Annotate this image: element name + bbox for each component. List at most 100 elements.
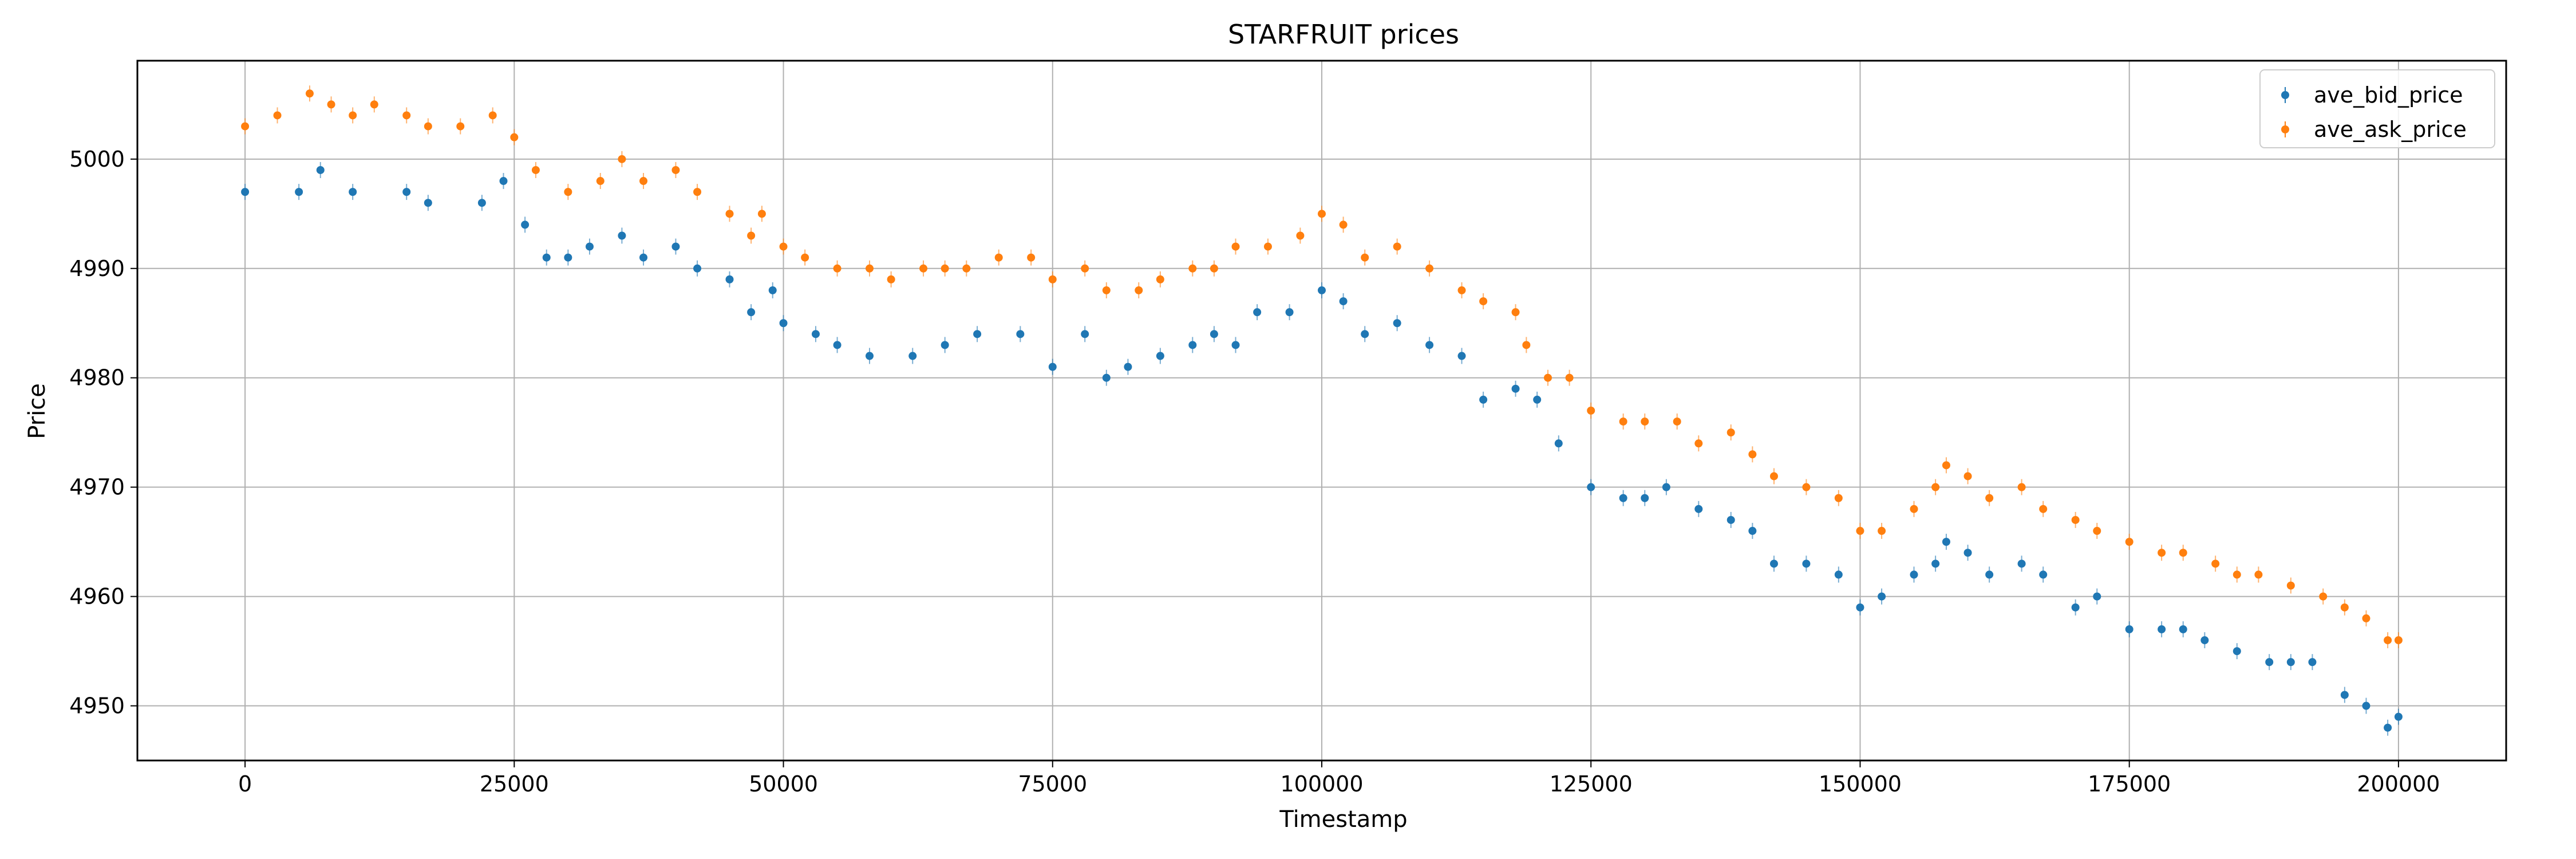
- data-point: [1479, 297, 1488, 306]
- data-point: [2286, 581, 2295, 590]
- data-point: [768, 286, 777, 294]
- data-point: [1942, 461, 1950, 470]
- data-point: [1985, 494, 1994, 502]
- data-point: [402, 188, 411, 196]
- data-point: [2200, 636, 2209, 644]
- x-tick-label: 50000: [749, 771, 818, 797]
- y-tick-label: 5000: [69, 147, 125, 172]
- data-point: [1619, 417, 1627, 426]
- data-point: [510, 133, 519, 141]
- data-point: [1673, 417, 1681, 426]
- data-point: [1587, 483, 1595, 491]
- data-point: [1188, 264, 1197, 273]
- data-point: [1910, 505, 1918, 513]
- data-point: [639, 177, 648, 186]
- data-point: [1124, 362, 1132, 371]
- data-point: [456, 122, 465, 131]
- data-point: [1253, 308, 1262, 317]
- data-point: [1748, 450, 1757, 459]
- data-point: [941, 341, 949, 349]
- data-point: [1769, 472, 1778, 480]
- data-point: [1878, 527, 1886, 535]
- y-axis-label: Price: [24, 383, 50, 439]
- data-point: [801, 253, 809, 262]
- data-point: [1748, 527, 1757, 535]
- data-point: [241, 188, 250, 196]
- data-point: [2384, 636, 2392, 644]
- data-point: [1296, 231, 1305, 240]
- data-point: [1318, 286, 1326, 294]
- data-point: [1533, 395, 1542, 404]
- x-axis-label: Timestamp: [1279, 806, 1407, 833]
- data-point: [2319, 592, 2328, 601]
- data-point: [887, 275, 895, 283]
- x-tick-label: 175000: [2088, 771, 2171, 797]
- plot-frame: [136, 60, 2507, 762]
- data-point: [1263, 242, 1272, 251]
- data-point: [639, 253, 648, 262]
- data-point: [349, 111, 357, 120]
- data-point: [1963, 549, 1972, 557]
- data-point: [1587, 407, 1595, 415]
- legend-entry: ave_bid_price: [2281, 82, 2463, 108]
- data-point: [2158, 549, 2166, 557]
- data-point: [1156, 275, 1164, 283]
- data-point: [1156, 352, 1164, 360]
- data-point: [1339, 220, 1348, 229]
- data-point: [1856, 527, 1864, 535]
- data-point: [596, 177, 605, 186]
- data-point: [2362, 702, 2370, 710]
- data-point: [1522, 341, 1531, 349]
- data-point: [1361, 330, 1369, 338]
- data-point: [1210, 330, 1218, 338]
- data-point: [1188, 341, 1197, 349]
- data-point: [1511, 308, 1520, 317]
- legend-marker: [2281, 125, 2289, 133]
- data-point: [1554, 439, 1563, 448]
- data-point: [725, 210, 734, 218]
- data-point: [1048, 275, 1057, 283]
- data-point: [1231, 341, 1240, 349]
- grid: [137, 61, 2506, 761]
- data-point: [305, 89, 314, 98]
- data-point: [564, 253, 572, 262]
- data-point: [973, 330, 982, 338]
- series-ave_ask_price: [241, 85, 2403, 648]
- data-point: [618, 231, 626, 240]
- data-point: [477, 199, 486, 207]
- data-point: [370, 100, 378, 109]
- x-tick-label: 150000: [1819, 771, 1902, 797]
- data-point: [779, 242, 788, 251]
- data-point: [1769, 559, 1778, 568]
- data-point: [1393, 242, 1401, 251]
- data-point: [2093, 527, 2101, 535]
- data-point: [2071, 603, 2080, 612]
- data-point: [1318, 210, 1326, 218]
- data-point: [295, 188, 303, 196]
- data-point: [1479, 395, 1488, 404]
- data-point: [424, 199, 432, 207]
- data-point: [1393, 319, 1401, 328]
- data-point: [1210, 264, 1218, 273]
- data-point: [402, 111, 411, 120]
- data-point: [1878, 592, 1886, 601]
- data-point: [866, 264, 874, 273]
- legend-label: ave_ask_price: [2314, 117, 2467, 142]
- data-point: [1565, 373, 1574, 382]
- x-tick-label: 25000: [480, 771, 549, 797]
- data-point: [1641, 494, 1649, 502]
- y-tick-label: 4980: [69, 365, 125, 391]
- data-point: [747, 231, 756, 240]
- data-point: [488, 111, 497, 120]
- data-point: [1619, 494, 1627, 502]
- data-point: [327, 100, 335, 109]
- data-point: [941, 264, 949, 273]
- y-tick-label: 4970: [69, 475, 125, 500]
- data-point: [585, 242, 594, 251]
- data-point: [349, 188, 357, 196]
- data-point: [2039, 570, 2048, 579]
- data-point: [1511, 384, 1520, 393]
- data-point: [1802, 483, 1811, 491]
- data-point: [1931, 483, 1940, 491]
- data-point: [499, 177, 508, 186]
